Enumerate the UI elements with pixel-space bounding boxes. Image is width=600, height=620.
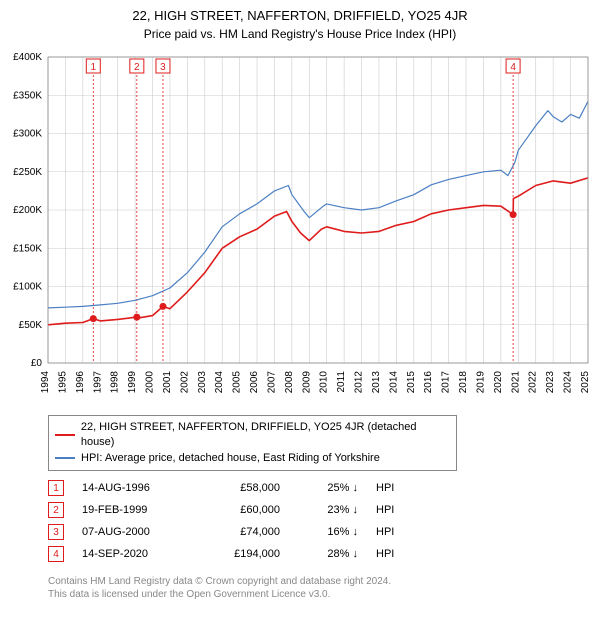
event-hpi-label: HPI <box>376 482 426 494</box>
legend-label-property: 22, HIGH STREET, NAFFERTON, DRIFFIELD, Y… <box>81 420 450 451</box>
svg-text:2000: 2000 <box>145 371 156 394</box>
event-hpi-label: HPI <box>376 526 426 538</box>
svg-text:2017: 2017 <box>441 371 452 394</box>
svg-text:2025: 2025 <box>580 371 591 394</box>
svg-text:£350K: £350K <box>13 90 42 101</box>
svg-text:£250K: £250K <box>13 167 42 178</box>
svg-text:2020: 2020 <box>493 371 504 394</box>
svg-text:1997: 1997 <box>92 371 103 394</box>
attribution-line2: This data is licensed under the Open Gov… <box>48 588 600 601</box>
svg-text:2023: 2023 <box>545 371 556 394</box>
svg-text:2014: 2014 <box>388 371 399 394</box>
event-pct: 23% ↓ <box>298 504 358 516</box>
svg-text:2002: 2002 <box>179 371 190 394</box>
event-date: 14-AUG-1996 <box>82 482 182 494</box>
event-row: 2 19-FEB-1999 £60,000 23% ↓ HPI <box>48 499 600 521</box>
svg-text:4: 4 <box>510 62 516 73</box>
legend: 22, HIGH STREET, NAFFERTON, DRIFFIELD, Y… <box>48 415 457 471</box>
svg-text:£300K: £300K <box>13 129 42 140</box>
event-marker: 2 <box>48 502 64 518</box>
svg-text:2008: 2008 <box>284 371 295 394</box>
chart-title: 22, HIGH STREET, NAFFERTON, DRIFFIELD, Y… <box>0 0 600 23</box>
event-row: 4 14-SEP-2020 £194,000 28% ↓ HPI <box>48 543 600 565</box>
svg-text:3: 3 <box>160 62 166 73</box>
svg-text:£400K: £400K <box>13 52 42 63</box>
svg-text:2021: 2021 <box>510 371 521 394</box>
attribution: Contains HM Land Registry data © Crown c… <box>48 575 600 601</box>
svg-text:£0: £0 <box>31 358 43 369</box>
legend-swatch-hpi <box>55 457 75 459</box>
event-date: 14-SEP-2020 <box>82 548 182 560</box>
chart-plot-area: £0 £50K £100K £150K £200K £250K £300K £350K £400… <box>0 47 600 407</box>
chart-subtitle: Price paid vs. HM Land Registry's House … <box>0 23 600 47</box>
event-marker: 1 <box>48 480 64 496</box>
event-marker: 3 <box>48 524 64 540</box>
svg-text:2006: 2006 <box>249 371 260 394</box>
event-marker: 4 <box>48 546 64 562</box>
chart-svg: £0 £50K £100K £150K £200K £250K £300K £350K £400… <box>0 47 600 407</box>
svg-text:2010: 2010 <box>319 371 330 394</box>
svg-text:1995: 1995 <box>57 371 68 394</box>
svg-text:2005: 2005 <box>232 371 243 394</box>
event-hpi-label: HPI <box>376 504 426 516</box>
event-date: 07-AUG-2000 <box>82 526 182 538</box>
svg-text:2019: 2019 <box>475 371 486 394</box>
svg-text:1996: 1996 <box>75 371 86 394</box>
event-pct: 16% ↓ <box>298 526 358 538</box>
svg-text:2018: 2018 <box>458 371 469 394</box>
legend-swatch-property <box>55 434 75 436</box>
svg-text:2001: 2001 <box>162 371 173 394</box>
svg-text:1999: 1999 <box>127 371 138 394</box>
legend-row-property: 22, HIGH STREET, NAFFERTON, DRIFFIELD, Y… <box>55 420 450 451</box>
event-price: £194,000 <box>200 548 280 560</box>
svg-text:£150K: £150K <box>13 243 42 254</box>
svg-text:2015: 2015 <box>406 371 417 394</box>
event-row: 1 14-AUG-1996 £58,000 25% ↓ HPI <box>48 477 600 499</box>
chart-container: 22, HIGH STREET, NAFFERTON, DRIFFIELD, Y… <box>0 0 600 620</box>
event-price: £74,000 <box>200 526 280 538</box>
svg-text:£200K: £200K <box>13 205 42 216</box>
svg-text:2011: 2011 <box>336 371 347 393</box>
svg-text:2007: 2007 <box>266 371 277 394</box>
svg-text:2024: 2024 <box>563 371 574 394</box>
event-list: 1 14-AUG-1996 £58,000 25% ↓ HPI 2 19-FEB-1999 £… <box>48 477 600 565</box>
event-pct: 28% ↓ <box>298 548 358 560</box>
svg-text:2016: 2016 <box>423 371 434 394</box>
event-date: 19-FEB-1999 <box>82 504 182 516</box>
svg-text:1: 1 <box>91 62 97 73</box>
svg-text:2: 2 <box>134 62 140 73</box>
svg-text:2013: 2013 <box>371 371 382 394</box>
event-price: £60,000 <box>200 504 280 516</box>
legend-label-hpi: HPI: Average price, detached house, East… <box>81 451 380 466</box>
event-price: £58,000 <box>200 482 280 494</box>
svg-text:£100K: £100K <box>13 282 42 293</box>
svg-text:2009: 2009 <box>301 371 312 394</box>
event-pct: 25% ↓ <box>298 482 358 494</box>
legend-row-hpi: HPI: Average price, detached house, East… <box>55 451 450 466</box>
svg-text:1998: 1998 <box>110 371 121 394</box>
svg-text:2012: 2012 <box>354 371 365 394</box>
svg-text:£50K: £50K <box>19 320 43 331</box>
svg-text:2022: 2022 <box>528 371 539 394</box>
event-hpi-label: HPI <box>376 548 426 560</box>
attribution-line1: Contains HM Land Registry data © Crown c… <box>48 575 600 588</box>
svg-text:2004: 2004 <box>214 371 225 394</box>
svg-text:1994: 1994 <box>40 371 51 394</box>
svg-text:2003: 2003 <box>197 371 208 394</box>
event-row: 3 07-AUG-2000 £74,000 16% ↓ HPI <box>48 521 600 543</box>
